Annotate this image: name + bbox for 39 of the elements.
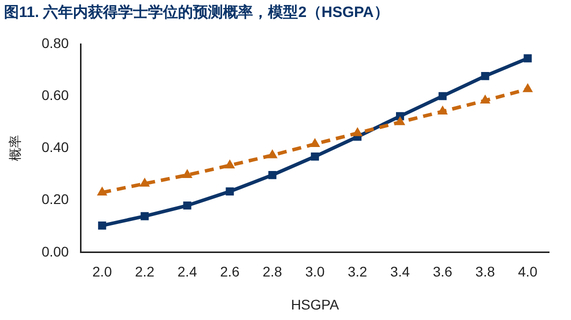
point (97, 186, 107, 196)
point (438, 106, 448, 114)
point (395, 116, 405, 126)
point (481, 72, 490, 80)
y-tick-label: 0.00 (42, 243, 70, 260)
chart-title: 图11. 六年内获得学士学位的预测概率，模型2（HSGPA） (4, 3, 389, 22)
y-tick-label: 0.80 (42, 34, 70, 51)
x-tick-label: 2.8 (262, 264, 282, 280)
point (140, 212, 149, 220)
x-tick-label: 2.2 (134, 264, 155, 280)
x-tick-label: 3.6 (432, 264, 453, 280)
point (140, 178, 150, 187)
point (480, 95, 490, 104)
point (224, 160, 235, 168)
point (268, 150, 278, 158)
x-tick-label: 4.0 (518, 264, 538, 280)
y-tick-label: 0.20 (42, 191, 70, 208)
x-tick-label: 3.0 (305, 264, 325, 280)
x-tick-label: 3.4 (390, 264, 410, 280)
point (98, 222, 106, 230)
point (352, 128, 362, 136)
point (310, 138, 320, 148)
point (182, 170, 192, 178)
x-tick-label: 2.4 (178, 264, 198, 280)
point (226, 187, 234, 196)
y-tick-label: 0.40 (42, 139, 70, 156)
point (524, 54, 532, 62)
x-axis-title: HSGPA (290, 296, 340, 312)
point (438, 92, 447, 100)
point (310, 152, 319, 161)
x-tick-label: 3.8 (475, 264, 496, 280)
point (183, 201, 192, 210)
y-tick-label: 0.60 (42, 86, 70, 103)
x-tick-label: 2.0 (92, 264, 112, 280)
x-tick-label: 2.6 (220, 264, 240, 280)
y-axis-title: 概率 (7, 135, 22, 162)
point (522, 84, 533, 92)
point (268, 170, 276, 180)
x-tick-label: 3.2 (348, 264, 368, 280)
